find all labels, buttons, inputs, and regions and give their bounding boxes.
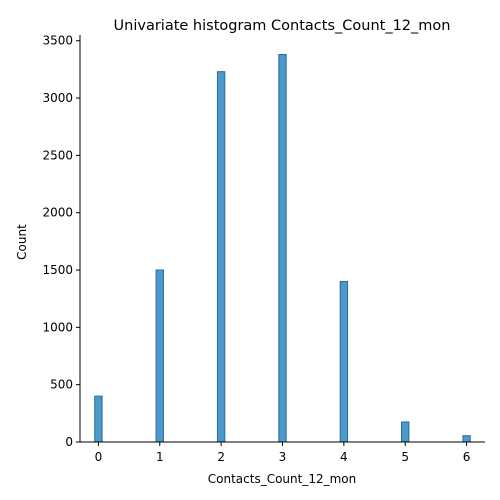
histogram-bar-6 xyxy=(462,435,471,443)
x-tick-label-0: 0 xyxy=(95,450,103,464)
x-tick-label-2: 2 xyxy=(217,450,225,464)
histogram-bar-1 xyxy=(155,269,164,443)
x-tick-label-4: 4 xyxy=(340,450,348,464)
y-axis: 0 500 1000 1500 2000 2500 3000 3500 xyxy=(42,34,81,449)
y-tick-label-1500: 1500 xyxy=(42,263,73,277)
x-tick-label-6: 6 xyxy=(463,450,471,464)
chart-title: Univariate histogram Contacts_Count_12_m… xyxy=(114,18,451,34)
plot-area xyxy=(94,53,471,443)
y-tick-label-3000: 3000 xyxy=(42,91,73,105)
y-axis-label: Count xyxy=(15,224,29,260)
x-axis: 0 1 2 3 4 5 6 xyxy=(80,441,485,464)
x-axis-label: Contacts_Count_12_mon xyxy=(208,472,356,486)
histogram-bar-3 xyxy=(278,53,287,443)
histogram-bar-4 xyxy=(339,280,349,443)
y-tick-label-500: 500 xyxy=(50,378,73,392)
x-tick-label-3: 3 xyxy=(279,450,287,464)
histogram-bar-2 xyxy=(216,71,226,443)
histogram-bar-5 xyxy=(401,421,410,443)
y-tick-label-0: 0 xyxy=(65,435,73,449)
y-tick-label-2000: 2000 xyxy=(42,206,73,220)
histogram-bar-0 xyxy=(94,395,103,443)
y-tick-label-1000: 1000 xyxy=(42,320,73,334)
y-tick-label-2500: 2500 xyxy=(42,148,73,162)
x-tick-label-1: 1 xyxy=(156,450,164,464)
y-tick-label-3500: 3500 xyxy=(42,34,73,48)
x-tick-label-5: 5 xyxy=(401,450,409,464)
